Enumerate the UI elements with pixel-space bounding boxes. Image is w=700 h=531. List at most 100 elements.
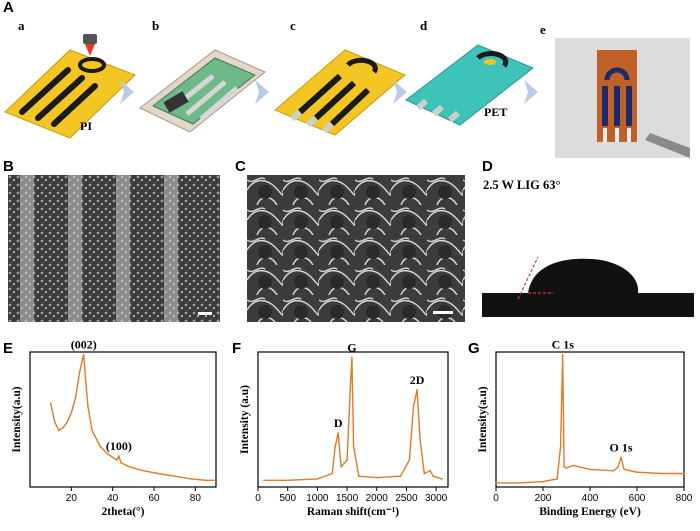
data-point [518,482,521,484]
x-axis-label: 2theta(°) [102,506,145,518]
data-point [173,475,176,477]
step-a-illustration: PI [4,34,136,139]
data-point [351,356,353,359]
x-tick-label: 60 [148,493,160,504]
x-axis-label: Binding Energy (eV) [539,506,641,518]
sensor-photo [555,38,690,158]
data-point [62,426,64,429]
x-tick-label: 2000 [366,493,389,504]
data-point [683,472,685,475]
x-tick-label: 40 [107,493,119,504]
data-point [612,470,615,472]
x-tick-label: 400 [582,493,599,504]
data-point [620,456,622,459]
data-point [54,421,56,423]
contact-angle-caption: 2.5 W LIG 63° [483,178,561,192]
data-point [74,397,77,399]
peak-annotation: D [334,416,343,430]
x-tick-label: 600 [629,493,646,504]
substrate-pet-label: PET [484,105,507,119]
arrow-icon [120,80,134,104]
data-point [416,389,418,391]
panel-d-label: D [482,158,493,175]
data-point [331,472,334,475]
data-point [157,472,159,475]
arrow-icon [524,80,538,104]
data-point [85,380,87,383]
x-tick-label: 1500 [336,493,359,504]
data-series-line [496,354,684,484]
x-tick-label: 0 [255,493,261,504]
plot-frame [495,351,685,488]
x-tick-label: 80 [190,493,202,504]
data-point [561,353,564,356]
data-point [419,438,421,441]
data-point [128,465,130,468]
x-tick-label: 3000 [425,493,448,504]
data-point [204,479,207,482]
data-point [412,405,415,407]
data-point [107,453,110,456]
data-point [375,476,378,479]
peak-annotation: (100) [106,439,132,453]
data-point [340,465,342,468]
step-b-label: b [152,18,160,33]
data-point [563,465,565,468]
arrow-icon [393,80,407,104]
step-a-label: a [18,18,25,33]
data-point [659,472,662,475]
peak-annotation: C 1s [552,338,575,352]
data-series-line [50,354,214,481]
data-point [399,475,402,477]
contact-angle-image [482,256,694,317]
plot-frame [29,351,217,488]
step-c-illustration [274,49,406,136]
data-point [542,480,544,483]
data-point [78,371,81,374]
data-point [337,432,339,434]
data-point [49,402,52,405]
panel-c-label: C [235,158,246,175]
data-point [116,459,118,461]
arrow-icon [255,80,269,104]
x-tick-label: 20 [66,493,78,504]
data-point [87,405,89,407]
y-axis-label: Intensity (a.u) [239,385,251,454]
data-point [495,482,497,484]
step-e-label: e [540,22,546,37]
data-point [316,478,319,480]
panel-a-label: A [3,0,14,16]
data-point [432,475,434,477]
data-point [559,445,562,448]
x-tick-label: 200 [535,493,552,504]
panel-e-label: E [3,340,14,357]
peak-annotation: O 1s [610,440,633,454]
peak-annotation: G [347,340,356,354]
data-point [617,465,619,468]
data-point [213,479,215,482]
data-point [349,380,352,383]
data-point [352,445,355,448]
raman-chart: 0 500 1000 1500 2000 2500 3000 D G 2D Raman shift(… [239,340,449,518]
data-point [334,445,336,448]
data-point [99,445,102,448]
data-point [429,470,431,472]
data-point [346,459,348,461]
xps-chart: 0 200 400 600 800 C 1s O 1s Binding Energy (eV)… [477,338,693,518]
data-point [572,464,575,467]
data-point [556,478,558,480]
sem-image-c [247,175,465,322]
data-series-line [263,356,443,481]
data-point [142,470,145,472]
data-point [263,479,265,482]
x-tick-label: 2500 [395,493,418,504]
data-point [286,479,289,482]
data-point [441,478,443,480]
xrd-chart: 20 40 60 80 (002) (100) 2theta(°) Intensity(a.u… [11,338,217,518]
data-point [408,459,411,461]
step-d-label: d [420,18,428,33]
step-b-illustration [139,49,266,133]
data-point [358,475,360,477]
x-tick-label: 0 [493,493,499,504]
data-point [423,472,426,475]
